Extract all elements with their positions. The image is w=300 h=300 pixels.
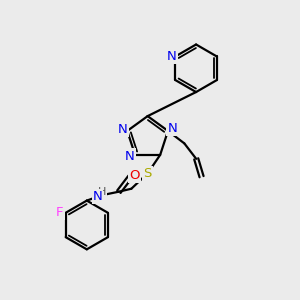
Text: S: S	[143, 167, 152, 180]
Text: N: N	[167, 122, 177, 135]
Text: N: N	[167, 50, 177, 63]
Text: O: O	[129, 169, 140, 182]
Text: N: N	[93, 190, 102, 202]
Text: N: N	[118, 123, 128, 136]
Text: N: N	[125, 149, 135, 163]
Text: F: F	[56, 206, 64, 219]
Text: H: H	[98, 187, 106, 197]
